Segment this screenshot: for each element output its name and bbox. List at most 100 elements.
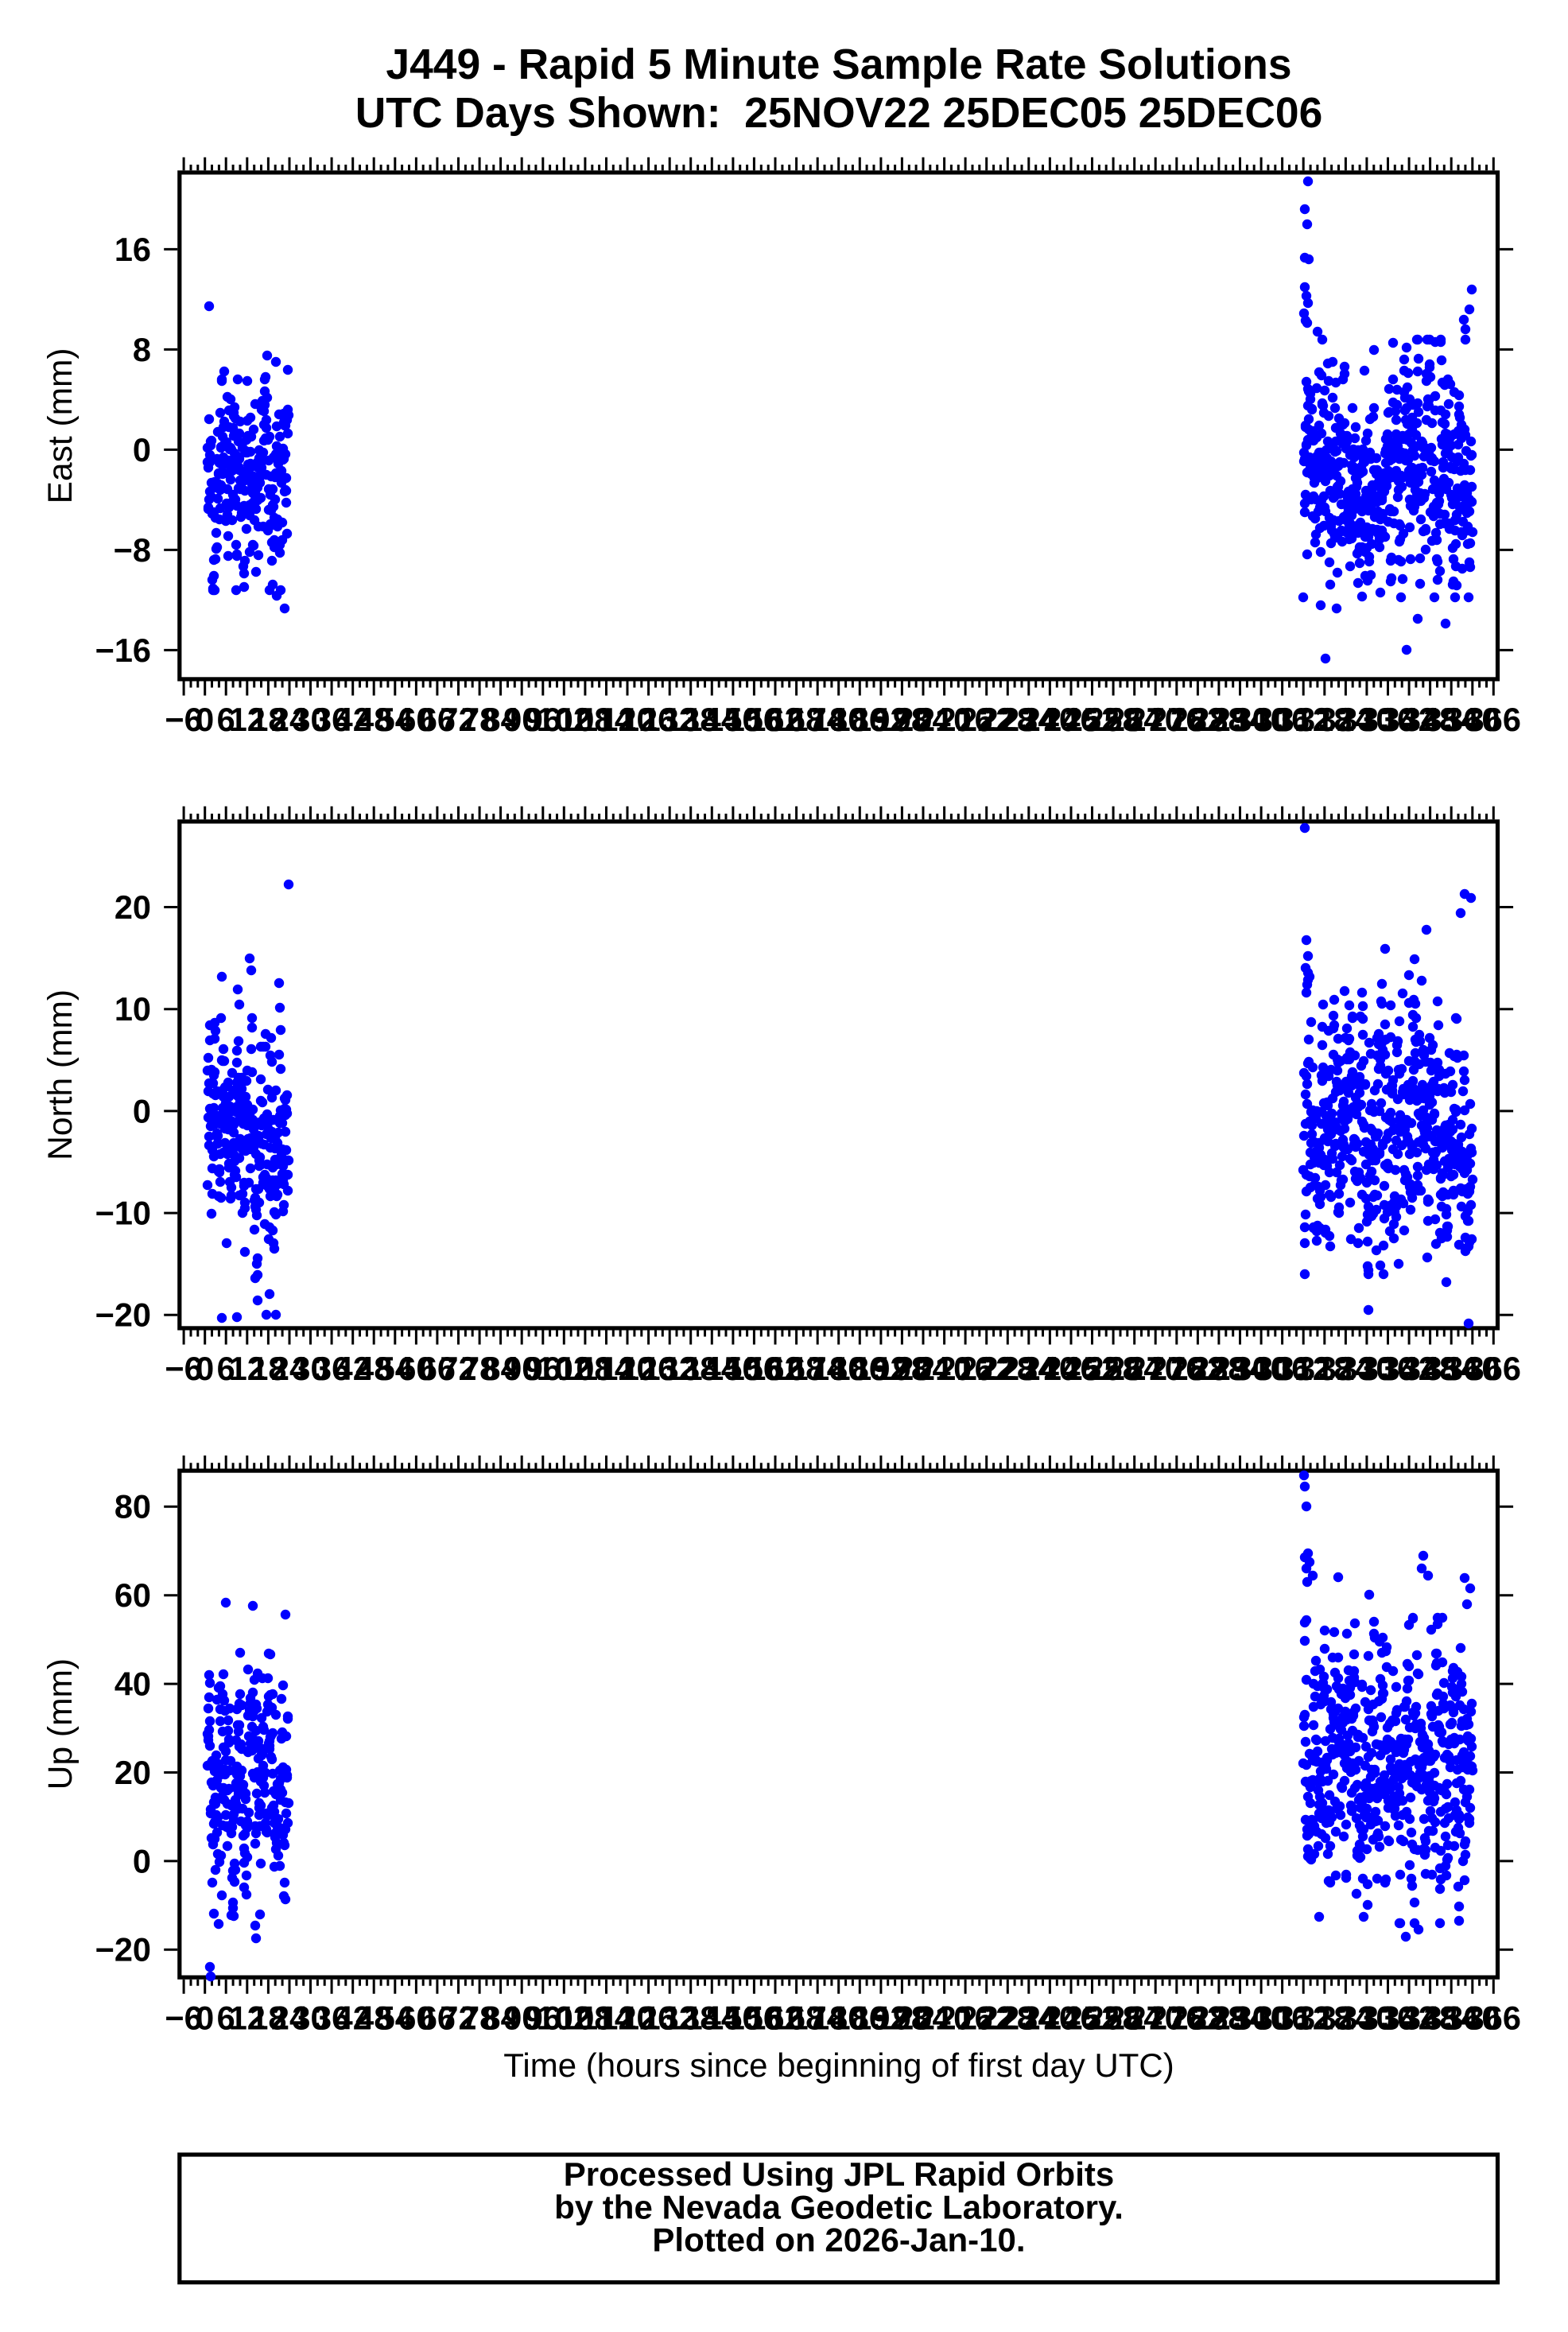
svg-text:222: 222 <box>959 1350 1014 1387</box>
svg-text:84: 84 <box>483 1999 519 2036</box>
svg-text:by the Nevada Geodetic Laborat: by the Nevada Geodetic Laboratory. <box>554 2188 1124 2225</box>
svg-text:192: 192 <box>853 1999 908 2036</box>
svg-text:300: 300 <box>1233 701 1288 738</box>
svg-text:210: 210 <box>917 1999 972 2036</box>
svg-text:8: 8 <box>133 331 151 368</box>
svg-text:−6: −6 <box>165 701 202 738</box>
svg-text:180: 180 <box>811 701 866 738</box>
svg-text:366: 366 <box>1466 1350 1521 1387</box>
svg-text:294: 294 <box>1213 701 1267 738</box>
svg-text:246: 246 <box>1043 1999 1098 2036</box>
svg-text:210: 210 <box>917 701 972 738</box>
svg-text:138: 138 <box>663 1350 718 1387</box>
svg-text:132: 132 <box>642 1999 697 2036</box>
svg-text:126: 126 <box>621 701 676 738</box>
svg-text:306: 306 <box>1255 1350 1310 1387</box>
svg-text:102: 102 <box>537 1999 592 2036</box>
svg-text:366: 366 <box>1466 701 1521 738</box>
svg-text:144: 144 <box>685 1999 739 2036</box>
svg-text:18: 18 <box>250 701 286 738</box>
svg-text:234: 234 <box>1001 1999 1056 2036</box>
svg-text:12: 12 <box>229 701 266 738</box>
svg-text:80: 80 <box>114 1488 151 1526</box>
svg-text:342: 342 <box>1381 1999 1436 2036</box>
svg-text:150: 150 <box>705 1999 760 2036</box>
svg-text:330: 330 <box>1339 701 1394 738</box>
svg-text:30: 30 <box>292 701 328 738</box>
svg-text:Plotted on 2026-Jan-10.: Plotted on 2026-Jan-10. <box>652 2221 1025 2259</box>
svg-text:90: 90 <box>503 1999 540 2036</box>
svg-text:240: 240 <box>1023 1350 1077 1387</box>
svg-text:66: 66 <box>419 1999 456 2036</box>
svg-text:336: 336 <box>1360 1999 1415 2036</box>
svg-text:36: 36 <box>313 701 350 738</box>
svg-text:336: 336 <box>1360 1350 1415 1387</box>
svg-text:294: 294 <box>1213 1999 1267 2036</box>
svg-text:228: 228 <box>980 1350 1035 1387</box>
svg-text:102: 102 <box>537 1350 592 1387</box>
svg-text:162: 162 <box>747 701 802 738</box>
svg-text:354: 354 <box>1424 1999 1479 2036</box>
svg-text:348: 348 <box>1403 1350 1457 1387</box>
svg-text:60: 60 <box>398 1350 434 1387</box>
svg-text:20: 20 <box>114 888 151 926</box>
svg-text:300: 300 <box>1233 1999 1288 2036</box>
svg-text:12: 12 <box>229 1999 266 2036</box>
svg-text:330: 330 <box>1339 1350 1394 1387</box>
svg-text:324: 324 <box>1318 1999 1373 2036</box>
svg-text:186: 186 <box>833 1350 887 1387</box>
svg-text:144: 144 <box>685 1350 739 1387</box>
svg-text:60: 60 <box>398 701 434 738</box>
svg-text:282: 282 <box>1170 1350 1225 1387</box>
svg-text:42: 42 <box>335 1999 371 2036</box>
svg-text:180: 180 <box>811 1999 866 2036</box>
svg-text:300: 300 <box>1233 1350 1288 1387</box>
svg-text:120: 120 <box>600 1999 654 2036</box>
svg-text:6: 6 <box>217 701 235 738</box>
svg-text:60: 60 <box>114 1576 151 1614</box>
svg-text:J449 - Rapid 5 Minute Sample R: J449 - Rapid 5 Minute Sample Rate Soluti… <box>386 41 1291 88</box>
svg-text:240: 240 <box>1023 701 1077 738</box>
svg-text:354: 354 <box>1424 701 1479 738</box>
svg-text:90: 90 <box>503 1350 540 1387</box>
svg-text:174: 174 <box>790 1999 845 2036</box>
svg-text:108: 108 <box>557 1350 612 1387</box>
svg-text:318: 318 <box>1297 1999 1352 2036</box>
svg-text:Up (mm): Up (mm) <box>42 1658 80 1790</box>
svg-text:270: 270 <box>1128 1999 1183 2036</box>
svg-text:360: 360 <box>1445 701 1500 738</box>
svg-text:348: 348 <box>1403 1999 1457 2036</box>
svg-text:114: 114 <box>580 1350 633 1387</box>
svg-text:264: 264 <box>1107 1999 1162 2036</box>
svg-text:276: 276 <box>1149 701 1204 738</box>
svg-text:0: 0 <box>133 1092 151 1129</box>
svg-text:246: 246 <box>1043 1350 1098 1387</box>
svg-text:306: 306 <box>1255 701 1310 738</box>
svg-text:204: 204 <box>895 1999 950 2036</box>
svg-text:282: 282 <box>1170 701 1225 738</box>
svg-text:264: 264 <box>1107 701 1162 738</box>
svg-text:132: 132 <box>642 1350 697 1387</box>
svg-text:40: 40 <box>114 1665 151 1703</box>
svg-text:132: 132 <box>642 701 697 738</box>
svg-text:North (mm): North (mm) <box>42 989 80 1160</box>
svg-text:270: 270 <box>1128 701 1183 738</box>
svg-text:−10: −10 <box>95 1195 151 1232</box>
svg-text:6: 6 <box>217 1999 235 2036</box>
svg-text:24: 24 <box>271 701 308 738</box>
svg-text:84: 84 <box>483 701 519 738</box>
svg-text:312: 312 <box>1276 1999 1331 2036</box>
svg-text:312: 312 <box>1276 1350 1331 1387</box>
svg-text:312: 312 <box>1276 701 1331 738</box>
svg-text:102: 102 <box>537 701 592 738</box>
svg-text:288: 288 <box>1191 1350 1246 1387</box>
svg-text:−6: −6 <box>165 1350 202 1387</box>
svg-text:348: 348 <box>1403 701 1457 738</box>
svg-text:78: 78 <box>461 1350 498 1387</box>
svg-text:168: 168 <box>769 1999 824 2036</box>
svg-text:108: 108 <box>557 1999 612 2036</box>
svg-text:12: 12 <box>229 1350 266 1387</box>
svg-text:156: 156 <box>727 701 782 738</box>
svg-text:East (mm): East (mm) <box>42 348 80 503</box>
svg-text:180: 180 <box>811 1350 866 1387</box>
